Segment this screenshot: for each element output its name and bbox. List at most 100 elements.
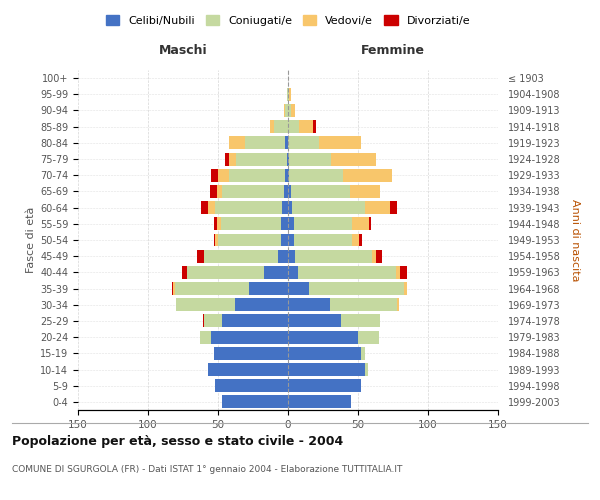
Bar: [359, 234, 362, 246]
Bar: [287, 152, 288, 166]
Bar: [221, 218, 281, 230]
Bar: [236, 152, 287, 166]
Bar: [283, 201, 288, 214]
Bar: [214, 218, 217, 230]
Bar: [396, 266, 400, 279]
Bar: [217, 185, 222, 198]
Bar: [288, 330, 358, 344]
Text: Popolazione per età, sesso e stato civile - 2004: Popolazione per età, sesso e stato civil…: [12, 435, 343, 448]
Bar: [278, 250, 288, 262]
Bar: [270, 120, 274, 133]
Bar: [288, 250, 295, 262]
Bar: [182, 266, 187, 279]
Bar: [284, 185, 288, 198]
Bar: [287, 88, 288, 101]
Bar: [390, 201, 397, 214]
Bar: [218, 234, 281, 246]
Bar: [288, 396, 351, 408]
Bar: [175, 282, 249, 295]
Bar: [288, 379, 361, 392]
Bar: [313, 120, 316, 133]
Bar: [288, 298, 330, 311]
Bar: [176, 298, 235, 311]
Bar: [293, 234, 352, 246]
Bar: [208, 363, 288, 376]
Bar: [197, 250, 204, 262]
Bar: [288, 282, 309, 295]
Bar: [281, 218, 288, 230]
Y-axis label: Anni di nascita: Anni di nascita: [570, 198, 580, 281]
Bar: [292, 201, 365, 214]
Bar: [291, 185, 350, 198]
Bar: [215, 201, 283, 214]
Bar: [215, 234, 218, 246]
Bar: [288, 314, 341, 328]
Bar: [172, 282, 173, 295]
Bar: [289, 169, 343, 181]
Bar: [293, 218, 352, 230]
Bar: [319, 136, 361, 149]
Y-axis label: Fasce di età: Fasce di età: [26, 207, 36, 273]
Bar: [209, 185, 217, 198]
Bar: [400, 266, 407, 279]
Bar: [288, 88, 289, 101]
Bar: [372, 250, 376, 262]
Bar: [288, 136, 319, 149]
Bar: [376, 250, 382, 262]
Bar: [352, 218, 369, 230]
Bar: [281, 234, 288, 246]
Bar: [229, 169, 285, 181]
Bar: [361, 347, 365, 360]
Bar: [284, 104, 285, 117]
Bar: [204, 250, 278, 262]
Bar: [289, 88, 291, 101]
Bar: [358, 330, 379, 344]
Bar: [352, 234, 359, 246]
Bar: [341, 314, 380, 328]
Bar: [208, 201, 215, 214]
Bar: [214, 234, 215, 246]
Bar: [218, 169, 229, 181]
Bar: [298, 266, 396, 279]
Bar: [274, 120, 288, 133]
Bar: [330, 298, 397, 311]
Bar: [264, 266, 288, 279]
Bar: [285, 136, 288, 149]
Bar: [397, 298, 398, 311]
Legend: Celibi/Nubili, Coniugati/e, Vedovi/e, Divorziati/e: Celibi/Nubili, Coniugati/e, Vedovi/e, Di…: [101, 10, 475, 30]
Bar: [331, 152, 376, 166]
Bar: [229, 136, 245, 149]
Bar: [288, 120, 299, 133]
Bar: [235, 298, 288, 311]
Bar: [214, 347, 288, 360]
Bar: [203, 314, 204, 328]
Bar: [295, 250, 372, 262]
Bar: [288, 185, 291, 198]
Bar: [249, 282, 288, 295]
Bar: [288, 201, 292, 214]
Bar: [225, 152, 229, 166]
Bar: [288, 347, 361, 360]
Bar: [288, 363, 365, 376]
Bar: [211, 330, 288, 344]
Bar: [245, 136, 285, 149]
Bar: [217, 218, 221, 230]
Bar: [309, 282, 404, 295]
Bar: [229, 152, 236, 166]
Bar: [201, 201, 208, 214]
Bar: [365, 201, 390, 214]
Bar: [288, 266, 298, 279]
Bar: [222, 396, 288, 408]
Bar: [288, 234, 293, 246]
Bar: [285, 104, 288, 117]
Bar: [200, 330, 211, 344]
Bar: [343, 169, 392, 181]
Bar: [288, 169, 289, 181]
Bar: [222, 185, 284, 198]
Bar: [211, 169, 218, 181]
Bar: [288, 104, 291, 117]
Bar: [291, 104, 295, 117]
Bar: [288, 152, 289, 166]
Bar: [222, 314, 288, 328]
Bar: [289, 152, 331, 166]
